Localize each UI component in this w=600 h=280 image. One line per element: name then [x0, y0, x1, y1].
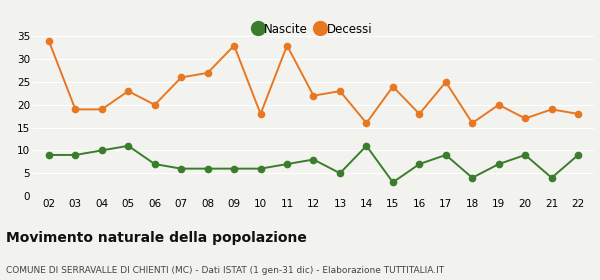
- Legend: Nascite, Decessi: Nascite, Decessi: [250, 18, 377, 41]
- Text: Movimento naturale della popolazione: Movimento naturale della popolazione: [6, 231, 307, 245]
- Text: COMUNE DI SERRAVALLE DI CHIENTI (MC) - Dati ISTAT (1 gen-31 dic) - Elaborazione : COMUNE DI SERRAVALLE DI CHIENTI (MC) - D…: [6, 266, 444, 275]
